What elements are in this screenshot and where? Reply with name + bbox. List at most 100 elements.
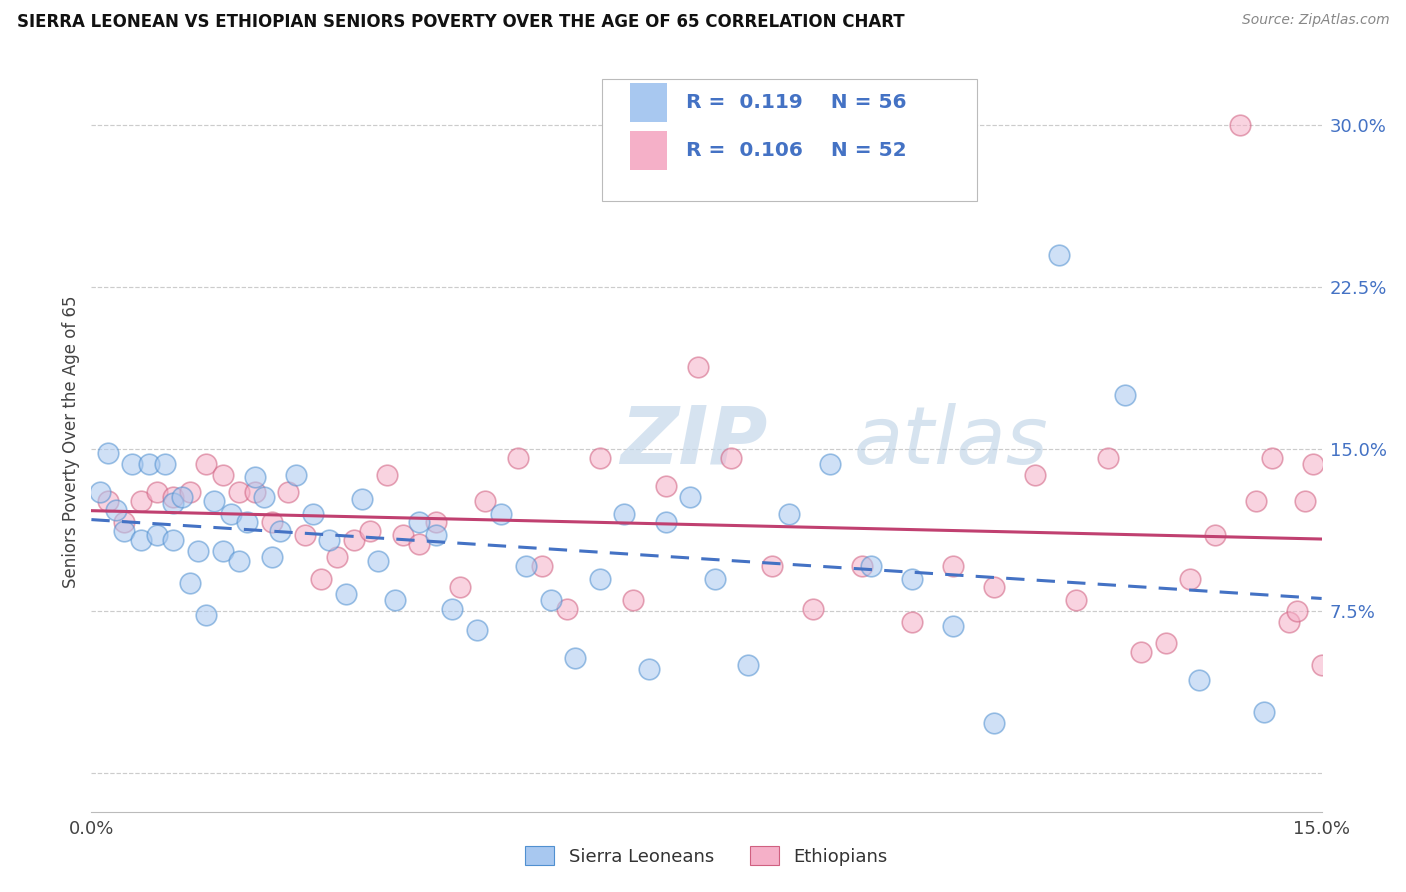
Point xyxy=(343,533,366,547)
Point xyxy=(195,457,218,471)
Point xyxy=(983,580,1005,594)
Point xyxy=(613,507,636,521)
Point xyxy=(465,624,488,638)
Point xyxy=(121,457,143,471)
Point xyxy=(105,502,127,516)
Point xyxy=(146,485,169,500)
Point xyxy=(408,537,430,551)
Point xyxy=(621,593,644,607)
Point xyxy=(449,580,471,594)
Point xyxy=(392,528,415,542)
Point xyxy=(97,494,120,508)
Point xyxy=(688,360,710,375)
Point xyxy=(1310,657,1333,672)
Point xyxy=(408,516,430,530)
Point xyxy=(1261,450,1284,465)
Point xyxy=(801,602,824,616)
Point xyxy=(778,507,800,521)
Point xyxy=(474,494,496,508)
Point xyxy=(375,468,398,483)
Point xyxy=(859,558,882,573)
Point xyxy=(1180,572,1202,586)
Point xyxy=(309,572,332,586)
Point xyxy=(211,468,233,483)
Point xyxy=(228,554,250,568)
Point xyxy=(425,528,447,542)
Point xyxy=(285,468,308,483)
Point xyxy=(1047,248,1070,262)
Point xyxy=(162,533,184,547)
Point xyxy=(540,593,562,607)
Point xyxy=(129,494,152,508)
Point xyxy=(179,575,201,590)
Point xyxy=(211,543,233,558)
Point xyxy=(202,494,225,508)
Point xyxy=(900,615,922,629)
Point xyxy=(245,470,267,484)
Point xyxy=(195,608,218,623)
Point xyxy=(1024,468,1046,483)
Text: SIERRA LEONEAN VS ETHIOPIAN SENIORS POVERTY OVER THE AGE OF 65 CORRELATION CHART: SIERRA LEONEAN VS ETHIOPIAN SENIORS POVE… xyxy=(17,13,904,31)
Point xyxy=(260,516,283,530)
Point xyxy=(818,457,841,471)
Point xyxy=(162,490,184,504)
Point xyxy=(1064,593,1087,607)
Point xyxy=(179,485,201,500)
Text: R =  0.106    N = 52: R = 0.106 N = 52 xyxy=(686,141,907,160)
Point xyxy=(720,450,742,465)
Point xyxy=(112,524,135,538)
Point xyxy=(1278,615,1301,629)
Point xyxy=(153,457,177,471)
Point xyxy=(89,485,111,500)
Point xyxy=(737,657,759,672)
Point xyxy=(942,619,965,633)
Point xyxy=(589,572,612,586)
Point xyxy=(236,516,259,530)
Point xyxy=(294,528,316,542)
Point xyxy=(301,507,323,521)
Point xyxy=(851,558,873,573)
Point xyxy=(269,524,291,538)
Point xyxy=(506,450,529,465)
FancyBboxPatch shape xyxy=(630,83,666,121)
Point xyxy=(1187,673,1209,687)
Point xyxy=(129,533,152,547)
Point xyxy=(1204,528,1226,542)
Point xyxy=(679,490,702,504)
Point xyxy=(146,528,169,542)
Point xyxy=(531,558,554,573)
Point xyxy=(1114,388,1136,402)
Point xyxy=(170,490,193,504)
Point xyxy=(654,516,676,530)
Point xyxy=(1154,636,1177,650)
Point xyxy=(761,558,783,573)
Point xyxy=(335,587,357,601)
Point xyxy=(187,543,209,558)
Point xyxy=(112,516,135,530)
Point xyxy=(97,446,120,460)
Point xyxy=(384,593,406,607)
Point xyxy=(228,485,250,500)
Text: R =  0.119    N = 56: R = 0.119 N = 56 xyxy=(686,93,905,112)
Point xyxy=(1285,604,1308,618)
FancyBboxPatch shape xyxy=(630,131,666,169)
Point xyxy=(654,479,676,493)
FancyBboxPatch shape xyxy=(602,78,977,201)
Point xyxy=(326,549,349,564)
Point xyxy=(219,507,242,521)
Point xyxy=(555,602,578,616)
Point xyxy=(162,496,184,510)
Point xyxy=(245,485,267,500)
Point xyxy=(253,490,276,504)
Point xyxy=(441,602,464,616)
Point xyxy=(138,457,160,471)
Point xyxy=(1302,457,1324,471)
Point xyxy=(1294,494,1316,508)
Point xyxy=(589,450,612,465)
Point xyxy=(1244,494,1267,508)
Y-axis label: Seniors Poverty Over the Age of 65: Seniors Poverty Over the Age of 65 xyxy=(62,295,80,588)
Point xyxy=(260,549,283,564)
Point xyxy=(515,558,537,573)
Point xyxy=(425,516,447,530)
Point xyxy=(1253,706,1275,720)
